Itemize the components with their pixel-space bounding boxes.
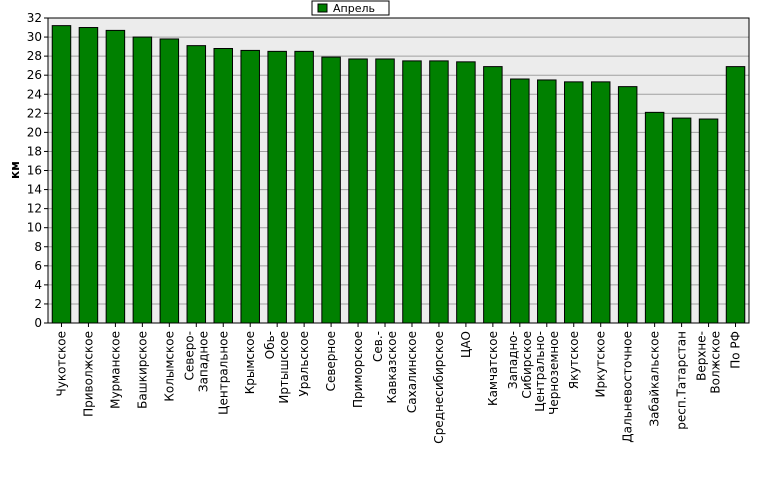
bar: [456, 61, 476, 324]
x-tick-label: ЦАО: [459, 331, 473, 358]
x-tick-label: Мурманское: [108, 331, 122, 409]
x-tick-label: Кавказское: [385, 331, 399, 404]
x-tick-label: Волжское: [709, 331, 723, 394]
bar: [483, 66, 503, 324]
y-axis-label: км: [8, 161, 22, 179]
legend: Апрель: [311, 0, 390, 16]
x-tick-label: Западное: [196, 331, 210, 392]
y-tick-label: 24: [27, 87, 42, 101]
x-tick-label: респ.Татарстан: [675, 331, 689, 430]
y-tick-label: 20: [27, 125, 42, 139]
bar: [321, 56, 341, 324]
bar: [213, 48, 233, 324]
x-tick-label: Башкирское: [135, 331, 149, 409]
x-tick-label: Верхне-: [695, 331, 709, 381]
x-tick-label: Приволжское: [81, 331, 95, 417]
x-tick-label: Камчатское: [486, 331, 500, 406]
bar: [105, 29, 126, 324]
x-tick-label: Черноземное: [547, 331, 561, 415]
x-tick-label: Сахалинское: [405, 331, 419, 413]
x-tick-label: Крымское: [243, 331, 257, 394]
x-tick-label: Приморское: [351, 331, 365, 408]
y-tick-label: 8: [34, 240, 42, 254]
legend-swatch: [317, 3, 328, 13]
y-tick-label: 28: [27, 49, 42, 63]
bar: [375, 58, 395, 324]
x-tick-label: Иркутское: [594, 331, 608, 398]
bar: [51, 25, 72, 324]
x-tick-label: Северо-: [182, 331, 196, 381]
x-tick-label: Уральское: [297, 331, 311, 397]
x-tick-label: Забайкальское: [648, 331, 662, 427]
x-tick-label: Среднесибирское: [432, 331, 446, 444]
y-tick-label: 26: [27, 68, 42, 82]
y-tick-label: 2: [34, 297, 42, 311]
y-tick-label: 14: [27, 183, 42, 197]
legend-label: Апрель: [333, 2, 375, 15]
bar: [671, 117, 692, 324]
y-tick-label: 30: [27, 30, 42, 44]
plot-border: [47, 17, 750, 324]
bar: [348, 58, 368, 324]
y-tick-label: 18: [27, 144, 42, 158]
bar: [564, 81, 584, 324]
bar: [725, 66, 746, 324]
x-tick-label: Якутское: [567, 331, 581, 389]
x-tick-label: Колымское: [162, 331, 176, 402]
bar: [429, 60, 449, 324]
y-tick-label: 6: [34, 259, 42, 273]
x-tick-label: Центральное: [216, 331, 230, 415]
x-tick-label: Обь-: [263, 331, 277, 359]
bar: [186, 45, 207, 324]
bar: [537, 79, 557, 324]
y-tick-label: 12: [27, 202, 42, 216]
y-tick-label: 10: [27, 221, 42, 235]
legend-box: [311, 0, 390, 16]
y-tick-label: 32: [27, 11, 42, 25]
x-tick-label: Сев.-: [371, 331, 385, 362]
bar: [132, 36, 153, 324]
y-tick-label: 4: [34, 278, 42, 292]
bar: [402, 60, 422, 324]
x-tick-label: По РФ: [729, 331, 743, 369]
bar: [78, 27, 99, 324]
x-tick-label: Центрально-: [533, 331, 547, 412]
y-tick-label: 0: [34, 316, 42, 330]
bar: [510, 78, 530, 324]
x-tick-label: Иртышское: [277, 331, 291, 404]
x-tick-label: Чукотское: [54, 331, 68, 396]
bar: [644, 111, 665, 324]
bar: [159, 38, 180, 324]
y-tick-label: 22: [27, 106, 42, 120]
bar: [240, 49, 260, 324]
bar: [294, 50, 314, 324]
bar: [267, 50, 287, 324]
x-tick-label: Дальневосточное: [621, 331, 635, 443]
bar: [698, 118, 719, 324]
bar: [617, 86, 638, 324]
x-tick-label: Сибирское: [520, 331, 534, 399]
bar: [590, 81, 611, 324]
x-tick-label: Западно-: [506, 331, 520, 389]
x-tick-label: Северное: [324, 331, 338, 391]
y-tick-label: 16: [27, 164, 42, 178]
